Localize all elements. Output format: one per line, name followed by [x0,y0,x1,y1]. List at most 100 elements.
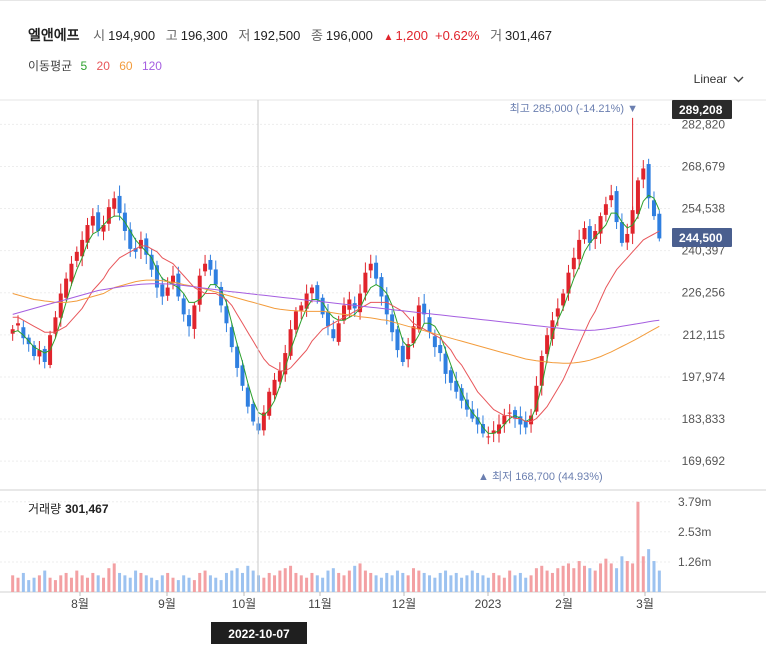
volume-bar [379,577,383,592]
candle-body [539,356,544,386]
candle-body [261,412,266,431]
top-price-marker-box [672,100,732,119]
volume-bar [566,563,570,592]
ma-period-20[interactable]: 20 [96,59,110,73]
volume-bar [267,572,271,592]
candle-body [657,213,662,239]
candle-body [406,344,411,360]
candle-body [502,415,507,425]
candle-body [16,323,21,326]
volume-bar [251,570,255,592]
volume-bar [492,572,496,592]
volume-bar [347,570,351,592]
candle-body [497,424,501,434]
volume-bar [299,575,303,592]
volume-bar [166,572,170,592]
open-value: 194,900 [108,28,156,43]
volume-panel-title: 거래량 301,467 [28,500,109,517]
price-tick-label: 212,115 [683,328,726,342]
price-tick-label: 268,679 [682,159,726,173]
candle-body [566,272,571,294]
volume-panel-value: 301,467 [65,502,109,516]
volume-bar [337,572,341,592]
volume-bar [631,563,635,592]
candle-body [358,293,363,313]
current-price-marker-box [672,228,732,247]
price-tick-label: 282,820 [682,117,726,131]
candle-body [603,204,608,215]
price-tick-label: 240,397 [682,244,726,258]
candle-body [534,385,539,412]
candle-body [283,353,288,375]
volume-bar [289,565,293,592]
ma-period-60[interactable]: 60 [119,59,133,73]
volume-bar [235,568,239,592]
volume-bar [273,575,277,592]
candle-body [614,191,619,223]
candle-body [635,180,640,214]
volume-bar [470,570,474,592]
volume-bar [16,577,20,592]
candle-body [411,326,416,344]
ma-line-120 [12,283,660,331]
volume-bar [342,575,346,592]
volume-bar [102,577,106,592]
volume-bar [48,577,52,592]
volume-grid [0,501,670,563]
volume-axis: 3.79m 2.53m 1.26m [678,495,711,569]
stock-summary: 엘앤에프 시 194,900 고 196,300 저 192,500 종 196,000… [28,25,559,45]
volume-bar [588,568,592,592]
volume-bar [497,575,501,592]
price-tick-label: 197,974 [682,370,726,384]
ma-period-5[interactable]: 5 [80,59,88,73]
candle-body [331,329,336,339]
candle-body [117,195,122,214]
candle-body [160,284,165,297]
candle-body [555,308,560,317]
volume-bar [128,577,132,592]
volume-bar [363,570,367,592]
volume-bar [417,570,421,592]
volume-bar [369,572,373,592]
candle-body [438,345,443,354]
volume-bar [134,570,138,592]
scale-dropdown[interactable]: Linear [694,72,744,86]
volume-bar [577,561,581,592]
volume-bar [604,558,608,592]
candle-body [491,430,496,434]
candle-body [646,164,651,199]
open-label: 시 [93,28,106,43]
current-price-marker-text: 244,500 [679,231,723,245]
volume-bar [615,568,619,592]
volume-bar [460,577,464,592]
candles [10,117,662,445]
candle-body [529,415,534,425]
volume-bar [620,556,624,592]
annotations: 289,208 244,500 최고 285,000 (-14.21%) ▼ ▲ 최저… [478,100,732,483]
candle-body [609,195,614,201]
volume-bar [283,568,287,592]
candle-body [390,314,395,333]
volume-bar [358,563,362,592]
volume-bar [395,570,399,592]
candle-body [192,305,197,329]
candle-body [42,348,47,362]
volume-bar [27,580,31,592]
ma-period-120[interactable]: 120 [141,59,162,73]
volume-bar [321,577,325,592]
volume-bar [150,577,154,592]
date-tick-label: 12월 [392,597,416,611]
candle-body [80,239,85,257]
volume-bar [219,580,223,592]
volume-bar [625,561,629,592]
volume-bar [32,577,36,592]
candle-body [320,297,325,315]
candle-body [561,293,566,306]
candle-body [21,327,26,339]
volume-bar [59,575,63,592]
candle-body [165,287,170,296]
price-tick-label: 169,692 [682,454,726,468]
candle-body [112,198,117,209]
ma-line-20 [12,230,660,422]
